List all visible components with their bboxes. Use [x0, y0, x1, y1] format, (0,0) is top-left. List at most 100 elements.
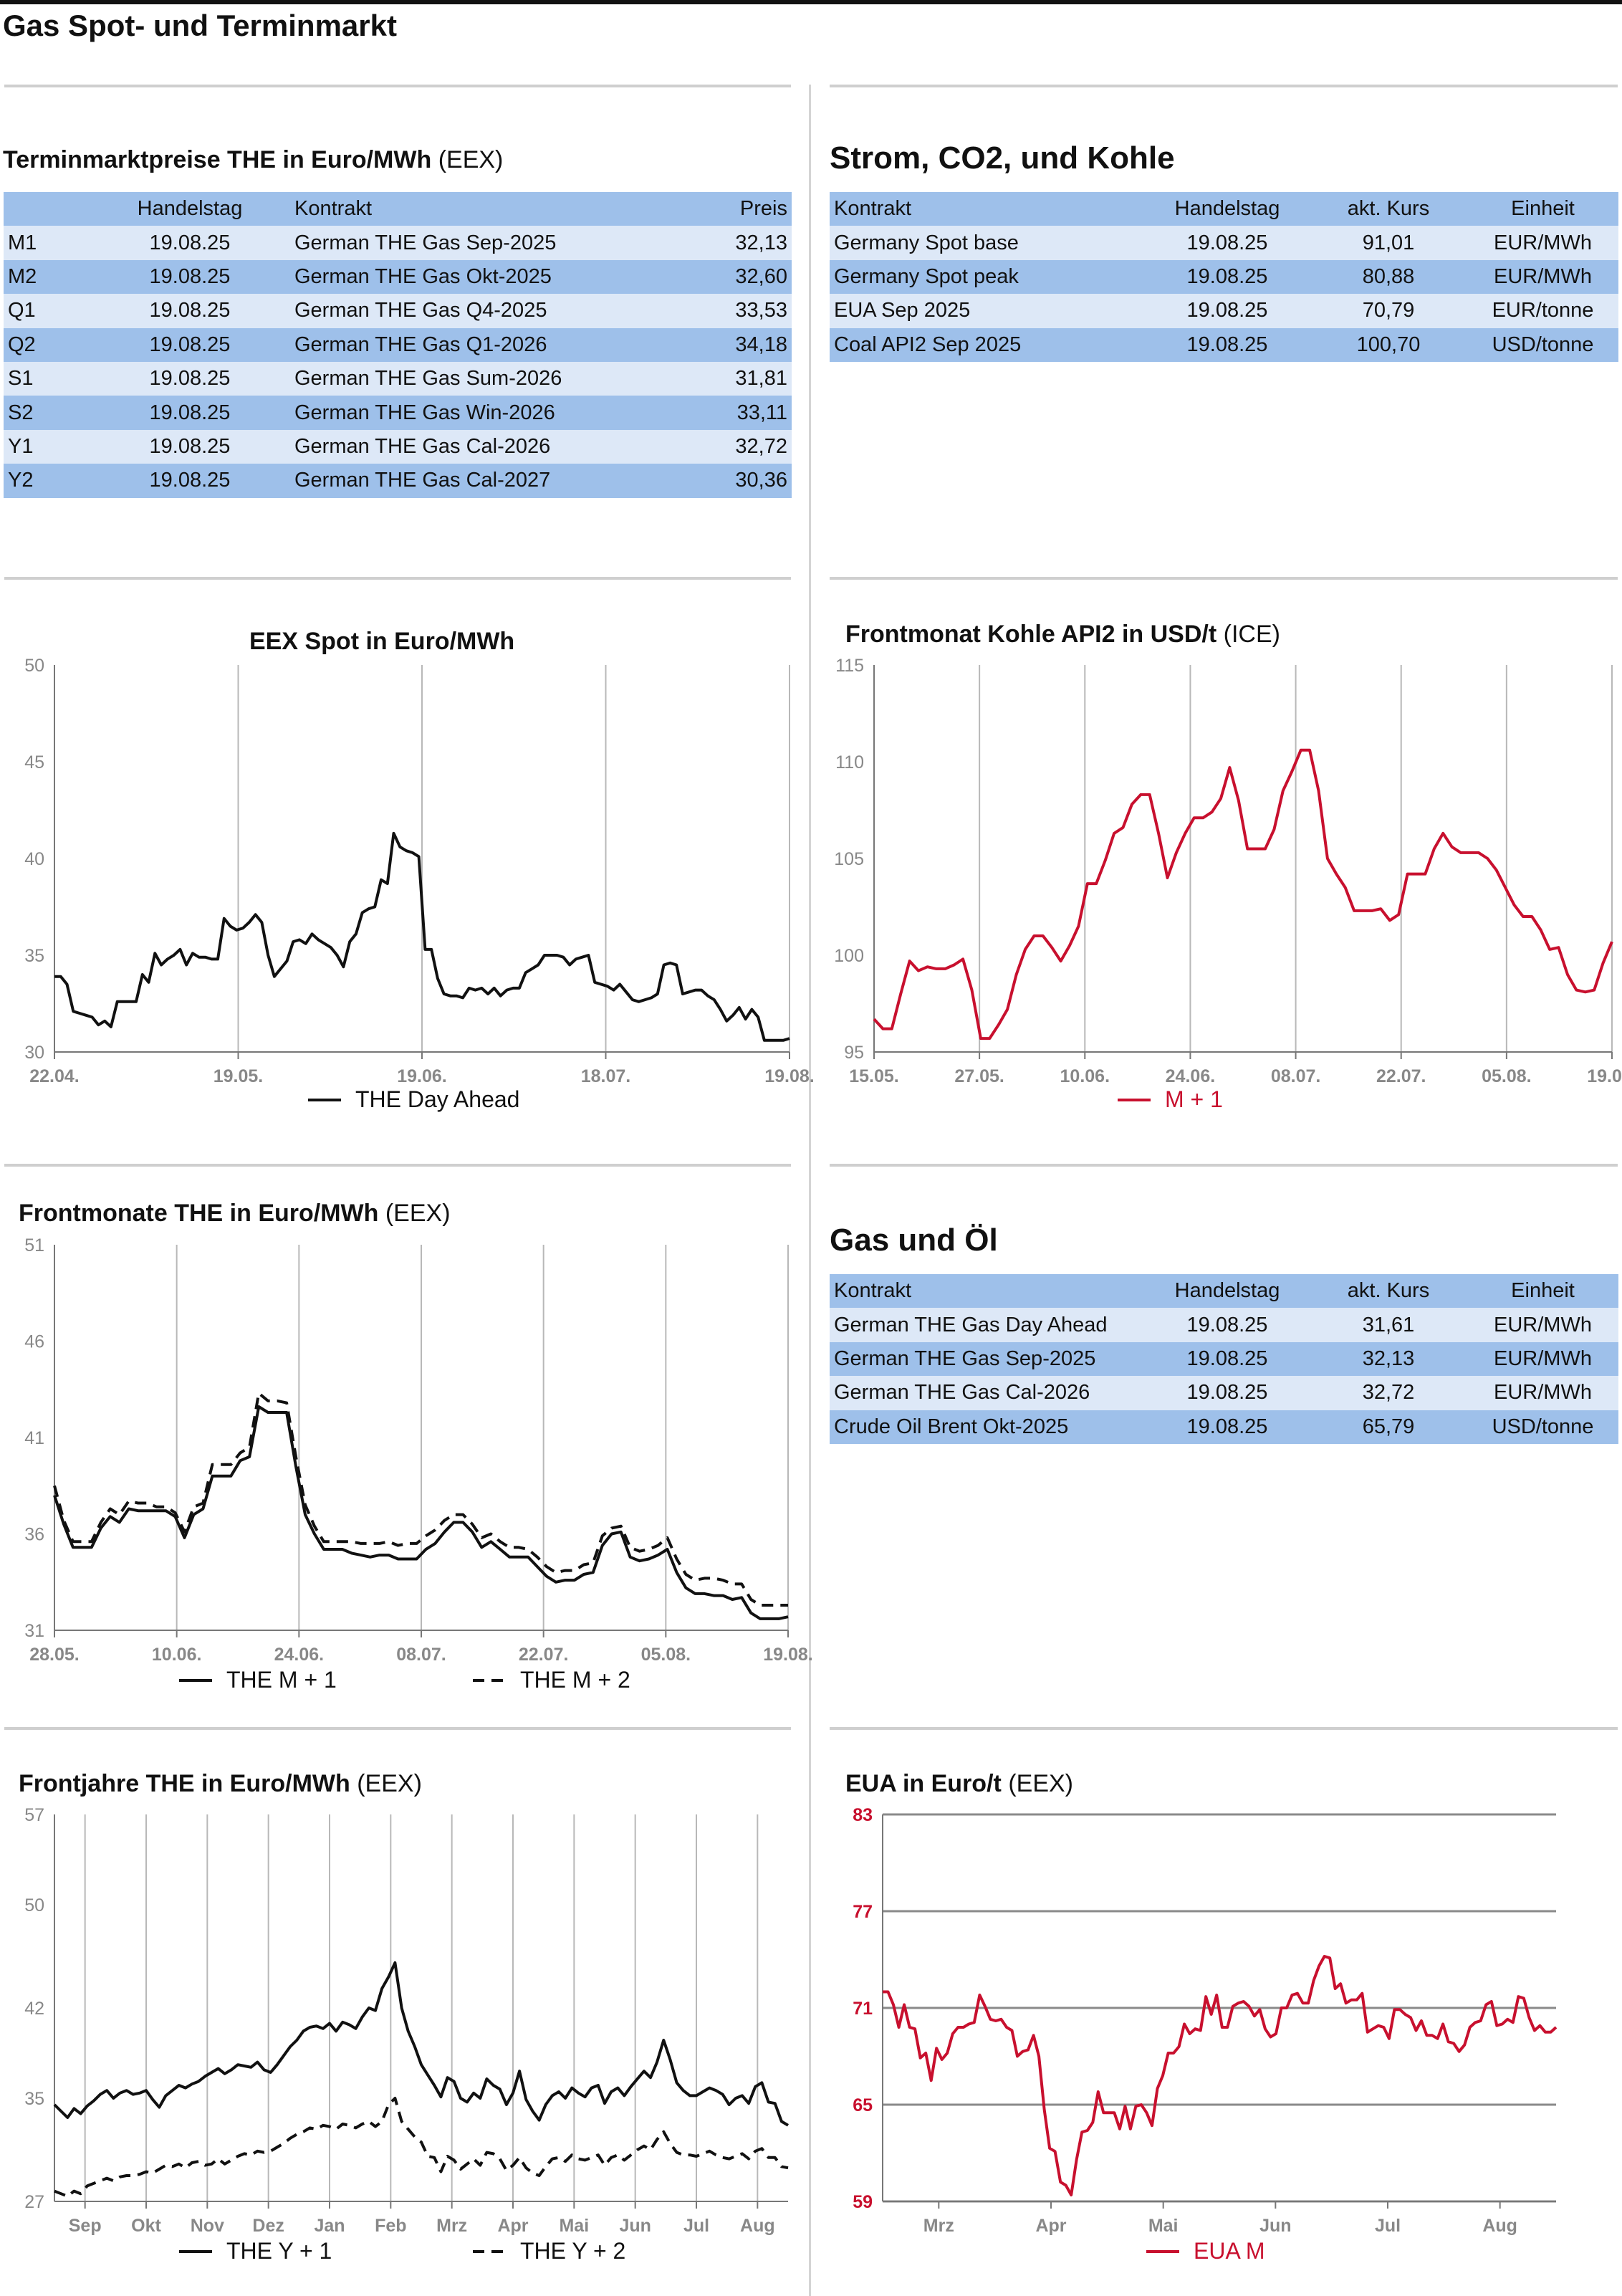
table-cell: German THE Gas Cal-2026	[830, 1376, 1145, 1410]
x-tick-label: 05.08.	[641, 1645, 691, 1665]
y-tick-label: 27	[24, 2192, 44, 2212]
x-tick-label: 10.06.	[152, 1645, 202, 1665]
x-tick-label: 19.06.	[397, 1066, 447, 1086]
table-cell: 33,11	[684, 396, 792, 430]
series-line	[53, 1961, 790, 2127]
title-rule	[0, 0, 1622, 4]
x-tick-label: 19.08.	[763, 1645, 813, 1665]
table-cell: USD/tonne	[1467, 1410, 1618, 1444]
table-cell: 19.08.25	[90, 361, 290, 396]
y-tick-label: 50	[24, 1895, 44, 1915]
front-chart: 31 36 41 46 51 28.05. 10.06. 24.06. 08.07. 22.07.…	[24, 1235, 813, 1693]
x-tick-label: Mrz	[436, 2216, 467, 2236]
coal-chart-title: Frontmonat Kohle API2 in USD/t (ICE)	[845, 621, 1280, 649]
table-cell: 32,13	[684, 226, 792, 260]
table-cell: S2	[4, 396, 90, 430]
y-tick-label: 77	[853, 1902, 873, 1922]
coal-chart-source: (ICE)	[1223, 621, 1280, 648]
y-tick-label: 42	[24, 1999, 44, 2019]
x-tick-label: Jun	[619, 2216, 651, 2236]
front-chart-source: (EEX)	[385, 1200, 451, 1227]
front-chart-title-text: Frontmonate THE in Euro/MWh	[19, 1200, 379, 1227]
table-cell: Germany Spot peak	[830, 259, 1145, 295]
y-tick-label: 51	[24, 1235, 44, 1255]
table-cell: EUR/MWh	[1467, 1341, 1618, 1377]
table-row: German THE Gas Cal-2026 19.08.25 32,72 E…	[830, 1376, 1618, 1410]
legend-label: THE Y + 2	[520, 2238, 625, 2264]
table-cell: German THE Gas Day Ahead	[830, 1308, 1145, 1342]
table-row: Coal API2 Sep 2025 19.08.25 100,70 USD/t…	[830, 327, 1618, 362]
spot-chart: 30 35 40 45 50 22.04. 19.05. 19.06. 18.07. 19.08.…	[24, 656, 815, 1112]
x-tick-label: Okt	[131, 2216, 161, 2236]
column-header: Einheit	[1467, 192, 1618, 226]
table-cell: 19.08.25	[90, 396, 290, 430]
table-row: Y2 19.08.25 German THE Gas Cal-2027 30,3…	[4, 464, 792, 498]
table-cell: 91,01	[1310, 226, 1467, 260]
table-cell: German THE Gas Sep-2025	[830, 1341, 1145, 1377]
table-cell: 19.08.25	[1145, 1376, 1310, 1410]
y-tick-label: 50	[24, 656, 44, 676]
table-row: German THE Gas Sep-2025 19.08.25 32,13 E…	[830, 1341, 1618, 1377]
table-the-title-text: Terminmarktpreise THE in Euro/MWh	[3, 146, 432, 173]
column-header: akt. Kurs	[1310, 192, 1467, 226]
x-tick-label: 28.05.	[29, 1645, 80, 1665]
eua-chart-title: EUA in Euro/t (EEX)	[845, 1770, 1073, 1798]
x-tick-label: 24.06.	[1166, 1066, 1216, 1086]
table-cell: 19.08.25	[90, 327, 290, 362]
x-tick-label: Mrz	[923, 2216, 954, 2236]
table-cell: 19.08.25	[1145, 327, 1310, 362]
table-cell: 34,18	[684, 327, 792, 362]
table-cell: EUR/MWh	[1467, 1376, 1618, 1410]
x-tick-label: 18.07.	[581, 1066, 631, 1086]
table-cell: EUR/MWh	[1467, 226, 1618, 260]
legend-label: THE M + 1	[226, 1667, 337, 1693]
table-cell: USD/tonne	[1467, 327, 1618, 362]
x-tick-label: 15.05.	[849, 1066, 899, 1086]
y-tick-label: 65	[853, 2095, 873, 2115]
x-tick-label: 05.08.	[1482, 1066, 1532, 1086]
table-the-title: Terminmarktpreise THE in Euro/MWh (EEX)	[3, 146, 503, 174]
table-cell: 33,53	[684, 294, 792, 328]
eua-chart-title-text: EUA in Euro/t	[845, 1770, 1002, 1797]
y-tick-label: 100	[834, 946, 864, 966]
y-tick-label: 36	[24, 1525, 44, 1545]
table-cell: 19.08.25	[90, 294, 290, 328]
x-tick-label: Sep	[69, 2216, 102, 2236]
x-tick-label: 19.08.	[764, 1066, 815, 1086]
series-line	[53, 1405, 789, 1620]
table-cell: 19.08.25	[1145, 1410, 1310, 1444]
table-row: Germany Spot peak 19.08.25 80,88 EUR/MWh	[830, 259, 1618, 295]
table-cell: German THE Gas Cal-2026	[290, 429, 684, 464]
table-cell: 30,36	[684, 464, 792, 498]
series-line	[54, 831, 790, 1042]
table-cell: German THE Gas Sum-2026	[290, 361, 684, 396]
x-tick-label: 19.08.	[1587, 1066, 1622, 1086]
years-chart-source: (EEX)	[357, 1770, 422, 1797]
table-cell: EUR/MWh	[1467, 1308, 1618, 1342]
y-tick-label: 59	[853, 2192, 873, 2212]
y-tick-label: 57	[24, 1805, 44, 1825]
table-row: Q2 19.08.25 German THE Gas Q1-2026 34,18	[4, 327, 792, 362]
column-header: Einheit	[1467, 1274, 1618, 1309]
table-cell: 32,72	[1310, 1376, 1467, 1410]
y-tick-label: 115	[835, 656, 864, 676]
y-tick-label: 71	[853, 1999, 873, 2019]
x-tick-label: 19.05.	[213, 1066, 264, 1086]
series-line	[873, 748, 1613, 1041]
table-cell: 31,81	[684, 361, 792, 396]
x-tick-label: Mai	[559, 2216, 589, 2236]
table-row: German THE Gas Day Ahead 19.08.25 31,61 …	[830, 1308, 1618, 1342]
table-the: Handelstag Kontrakt Preis M1 19.08.25 Ge…	[4, 192, 792, 498]
table-cell: 32,60	[684, 259, 792, 295]
series-line	[53, 1392, 788, 1607]
table-cell: 70,79	[1310, 294, 1467, 328]
table-cell: 31,61	[1310, 1308, 1467, 1342]
divider	[4, 1164, 791, 1167]
x-tick-label: Apr	[1035, 2216, 1066, 2236]
page-title: Gas Spot- und Terminmarkt	[3, 9, 397, 42]
x-tick-label: Mai	[1148, 2216, 1179, 2236]
table-row: S1 19.08.25 German THE Gas Sum-2026 31,8…	[4, 361, 792, 396]
x-tick-label: 08.07.	[1271, 1066, 1321, 1086]
table-cell: 19.08.25	[90, 259, 290, 295]
table-cell: 19.08.25	[1145, 1308, 1310, 1342]
